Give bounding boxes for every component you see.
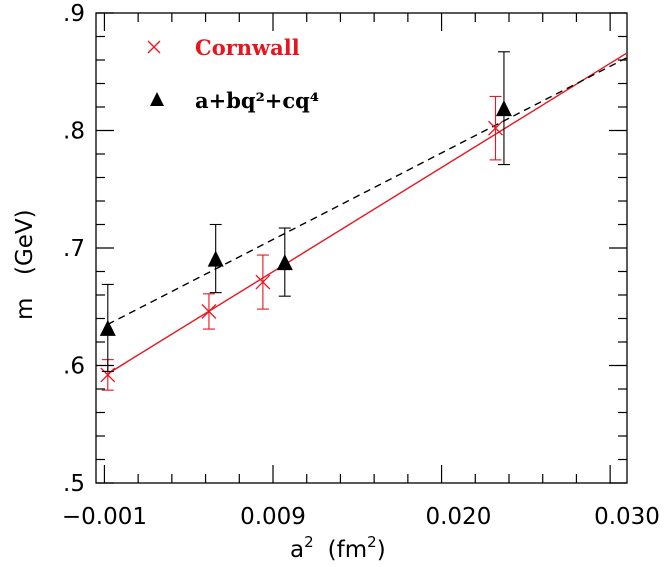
fit-line-1	[107, 57, 628, 325]
triangle-marker	[276, 254, 293, 271]
fit-line-0	[107, 52, 628, 375]
plot-frame	[95, 12, 628, 484]
fit-lines	[107, 52, 628, 375]
triangle-marker	[495, 100, 512, 117]
triangle-marker	[207, 250, 224, 267]
y-tick-label: .8	[63, 119, 85, 145]
data-point-1-2	[276, 227, 293, 297]
y-axis-label: m (GeV)	[12, 209, 38, 320]
legend-marker-cornwall	[147, 40, 161, 54]
legend-label-fit: a+bq²+cq⁴	[195, 88, 319, 113]
data-point-0-0	[100, 359, 116, 391]
axis-ticks	[96, 12, 627, 484]
cross-marker	[255, 274, 271, 290]
legend-label-cornwall: Cornwall	[195, 35, 300, 60]
data-point-1-3	[495, 51, 512, 166]
data-point-0-1	[201, 293, 217, 330]
y-axis-unit: (GeV)	[12, 209, 38, 275]
x-tick-label: 0.030	[594, 504, 660, 530]
data-point-0-2	[255, 254, 271, 310]
y-axis-symbol: m	[12, 298, 38, 320]
x-tick-label: −0.001	[62, 504, 147, 530]
x-axis-label: a2 (fm2)	[290, 533, 386, 563]
cross-marker	[201, 303, 217, 319]
data-point-1-1	[207, 223, 224, 294]
cross-marker	[488, 120, 503, 136]
y-tick-label: .6	[63, 354, 85, 380]
legend: Cornwall a+bq²+cq⁴	[147, 35, 319, 113]
y-tick-label: .9	[63, 1, 85, 27]
data-points	[99, 51, 512, 391]
legend-marker-fit	[150, 92, 164, 106]
cross-marker	[100, 367, 116, 383]
y-tick-label: .7	[63, 236, 85, 262]
x-tick-label: 0.009	[240, 504, 306, 530]
data-point-1-0	[99, 283, 116, 372]
triangle-marker	[99, 319, 116, 336]
y-tick-label: .5	[63, 471, 85, 497]
data-point-0-3	[488, 95, 503, 161]
x-tick-label: 0.020	[425, 504, 491, 530]
axis-tick-labels: −0.001 0.009 0.020 0.030 .5 .6 .7 .8 .9	[62, 1, 660, 530]
